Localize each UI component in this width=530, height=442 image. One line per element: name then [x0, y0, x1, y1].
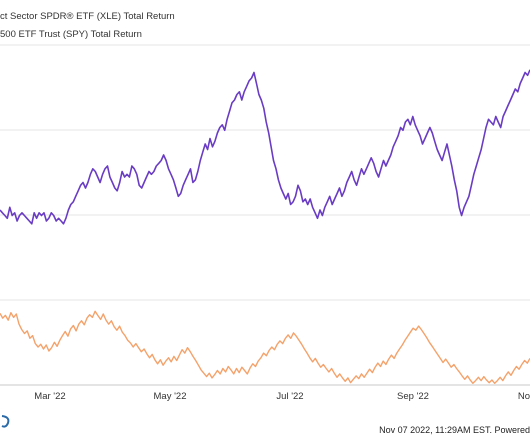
series-line-xle — [0, 69, 530, 225]
x-tick-label: May '22 — [154, 391, 187, 402]
x-axis-ticks: Mar '22 May '22 Jul '22 Sep '22 No — [34, 391, 530, 402]
x-tick-label: Sep '22 — [397, 391, 429, 402]
series-line-spy — [0, 310, 530, 384]
legend-item-xle: ct Sector SPDR® ETF (XLE) Total Return — [0, 11, 175, 22]
x-tick-label: No — [518, 391, 530, 402]
x-tick-label: Mar '22 — [34, 391, 65, 402]
series-layer — [0, 69, 530, 384]
legend: ct Sector SPDR® ETF (XLE) Total Return 5… — [0, 8, 175, 44]
grid-layer — [0, 44, 530, 386]
x-tick-label: Jul '22 — [276, 391, 303, 402]
legend-item-spy: 500 ETF Trust (SPY) Total Return — [0, 29, 142, 40]
footer-timestamp: Nov 07 2022, 11:29AM EST. Powered — [379, 425, 530, 435]
ycharts-logo-icon — [1, 415, 10, 428]
